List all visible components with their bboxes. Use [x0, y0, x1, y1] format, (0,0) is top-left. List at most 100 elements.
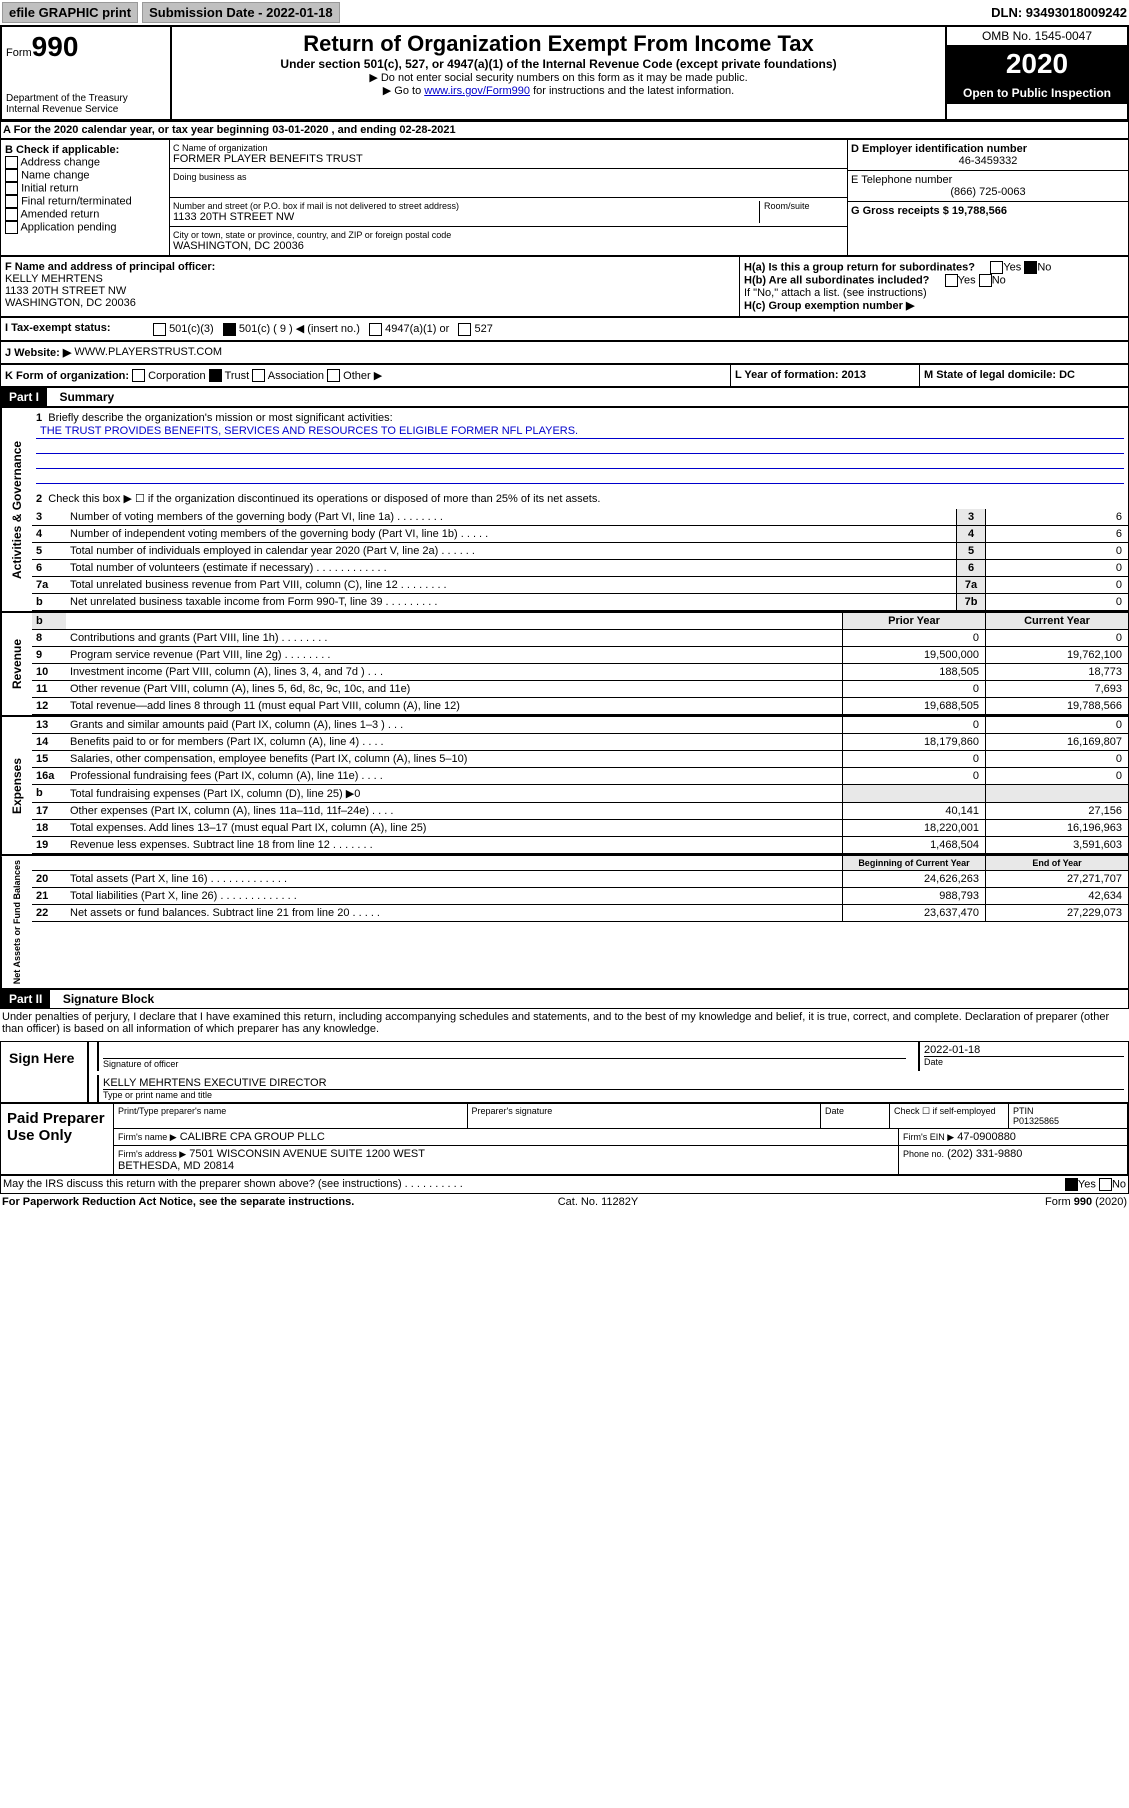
form-note2: ▶ Go to www.irs.gov/Form990 for instruct… [176, 84, 941, 97]
gross-receipts: G Gross receipts $ 19,788,566 [851, 205, 1125, 217]
form-note1: ▶ Do not enter social security numbers o… [176, 71, 941, 84]
data-line: 11Other revenue (Part VIII, column (A), … [32, 681, 1128, 698]
sign-date: 2022-01-18 [924, 1044, 1124, 1056]
discuss-text: May the IRS discuss this return with the… [3, 1178, 463, 1191]
gov-line: 7aTotal unrelated business revenue from … [32, 577, 1128, 594]
h-c: H(c) Group exemption number ▶ [744, 299, 1124, 312]
prep-h3: Date [821, 1104, 890, 1128]
org-addr: 1133 20TH STREET NW [173, 211, 759, 223]
form-subtitle: Under section 501(c), 527, or 4947(a)(1)… [176, 57, 941, 71]
part2-hdr: Part II [1, 990, 50, 1008]
officer-name: KELLY MEHRTENS [5, 273, 735, 285]
data-line: 9Program service revenue (Part VIII, lin… [32, 647, 1128, 664]
row-a-period: A For the 2020 calendar year, or tax yea… [0, 121, 1129, 139]
declaration: Under penalties of perjury, I declare th… [0, 1009, 1129, 1037]
data-line: 12Total revenue—add lines 8 through 11 (… [32, 698, 1128, 715]
form-label: Form [6, 47, 32, 59]
side-netassets: Net Assets or Fund Balances [1, 856, 32, 988]
type-label: Type or print name and title [103, 1089, 1124, 1100]
ein-label: D Employer identification number [851, 143, 1125, 155]
gov-line: 6Total number of volunteers (estimate if… [32, 560, 1128, 577]
discuss-yes-no: Yes No [1065, 1178, 1126, 1191]
prep-h2: Preparer's signature [468, 1104, 822, 1128]
part1-title: Summary [51, 390, 114, 404]
officer-city: WASHINGTON, DC 20036 [5, 297, 735, 309]
inspection-label: Open to Public Inspection [947, 82, 1127, 104]
chk-address: Address change [5, 156, 165, 169]
firm-ein: 47-0900880 [957, 1131, 1016, 1143]
data-line: 8Contributions and grants (Part VIII, li… [32, 630, 1128, 647]
h-note: If "No," attach a list. (see instruction… [744, 287, 1124, 299]
prep-h4: Check ☐ if self-employed [890, 1104, 1009, 1128]
col-prior: Prior Year [842, 613, 985, 629]
gov-line: bNet unrelated business taxable income f… [32, 594, 1128, 611]
sect-k: K Form of organization: Corporation Trus… [1, 365, 730, 387]
line2-text: Check this box ▶ ☐ if the organization d… [48, 493, 600, 505]
mission-text: THE TRUST PROVIDES BENEFITS, SERVICES AN… [36, 424, 1124, 439]
dba-label: Doing business as [173, 172, 844, 182]
foot-mid: Cat. No. 11282Y [558, 1196, 639, 1208]
chk-amended: Amended return [5, 208, 165, 221]
sect-f-label: F Name and address of principal officer: [5, 261, 735, 273]
officer-typed: KELLY MEHRTENS EXECUTIVE DIRECTOR [103, 1077, 1124, 1089]
tax-exempt-opts: 501(c)(3) 501(c) ( 9 ) ◀ (insert no.) 49… [149, 318, 1128, 340]
chk-final: Final return/terminated [5, 195, 165, 208]
subdate-label: Submission Date - 2022-01-18 [142, 2, 340, 23]
prep-h1: Print/Type preparer's name [114, 1104, 468, 1128]
form-link[interactable]: www.irs.gov/Form990 [424, 85, 530, 97]
date-label: Date [924, 1056, 1124, 1067]
data-line: 10Investment income (Part VIII, column (… [32, 664, 1128, 681]
omb-number: OMB No. 1545-0047 [947, 27, 1127, 46]
col-beg: Beginning of Current Year [842, 856, 985, 870]
sect-b-label: B Check if applicable: [5, 144, 165, 156]
top-bar: efile GRAPHIC print Submission Date - 20… [0, 0, 1129, 25]
addr-label: Number and street (or P.O. box if mail i… [173, 201, 759, 211]
dln-label: DLN: 93493018009242 [991, 5, 1127, 20]
sign-here-label: Sign Here [1, 1042, 89, 1102]
website: WWW.PLAYERSTRUST.COM [74, 346, 222, 359]
part1-hdr: Part I [1, 388, 47, 406]
data-line: 14Benefits paid to or for members (Part … [32, 734, 1128, 751]
officer-addr: 1133 20TH STREET NW [5, 285, 735, 297]
data-line: 22Net assets or fund balances. Subtract … [32, 905, 1128, 922]
data-line: 18Total expenses. Add lines 13–17 (must … [32, 820, 1128, 837]
dept-label: Department of the TreasuryInternal Reven… [6, 93, 166, 115]
sect-l: L Year of formation: 2013 [730, 365, 919, 387]
data-line: 17Other expenses (Part IX, column (A), l… [32, 803, 1128, 820]
ein-value: 46-3459332 [851, 155, 1125, 167]
chk-pending: Application pending [5, 221, 165, 234]
prep-label: Paid Preparer Use Only [1, 1104, 114, 1174]
form-number: 990 [32, 31, 79, 62]
sig-officer-label: Signature of officer [103, 1058, 906, 1069]
data-line: bTotal fundraising expenses (Part IX, co… [32, 785, 1128, 803]
phone-label: E Telephone number [851, 174, 1125, 186]
foot-right: Form 990 (2020) [1045, 1196, 1127, 1208]
h-a: H(a) Is this a group return for subordin… [744, 261, 1124, 274]
chk-name: Name change [5, 169, 165, 182]
chk-initial: Initial return [5, 182, 165, 195]
gov-line: 3Number of voting members of the governi… [32, 509, 1128, 526]
side-governance: Activities & Governance [1, 408, 32, 611]
gov-line: 5Total number of individuals employed in… [32, 543, 1128, 560]
h-b: H(b) Are all subordinates included? Yes … [744, 274, 1124, 287]
form-header: Form990 Department of the TreasuryIntern… [0, 25, 1129, 121]
foot-left: For Paperwork Reduction Act Notice, see … [2, 1196, 354, 1208]
data-line: 20Total assets (Part X, line 16) . . . .… [32, 871, 1128, 888]
form-title: Return of Organization Exempt From Incom… [176, 31, 941, 57]
org-name: FORMER PLAYER BENEFITS TRUST [173, 153, 844, 165]
part2-title: Signature Block [55, 992, 154, 1006]
col-end: End of Year [985, 856, 1128, 870]
side-expenses: Expenses [1, 717, 32, 854]
firm-phone: (202) 331-9880 [947, 1148, 1022, 1160]
firm-name: CALIBRE CPA GROUP PLLC [180, 1131, 325, 1143]
sect-j-label: J Website: ▶ [5, 346, 71, 359]
room-label: Room/suite [764, 201, 844, 211]
org-city: WASHINGTON, DC 20036 [173, 240, 844, 252]
sect-i-label: I Tax-exempt status: [1, 318, 149, 340]
city-label: City or town, state or province, country… [173, 230, 844, 240]
org-name-label: C Name of organization [173, 143, 844, 153]
info-section: B Check if applicable: Address change Na… [0, 139, 1129, 256]
line1-label: Briefly describe the organization's miss… [48, 412, 392, 424]
sect-m: M State of legal domicile: DC [919, 365, 1128, 387]
data-line: 19Revenue less expenses. Subtract line 1… [32, 837, 1128, 854]
